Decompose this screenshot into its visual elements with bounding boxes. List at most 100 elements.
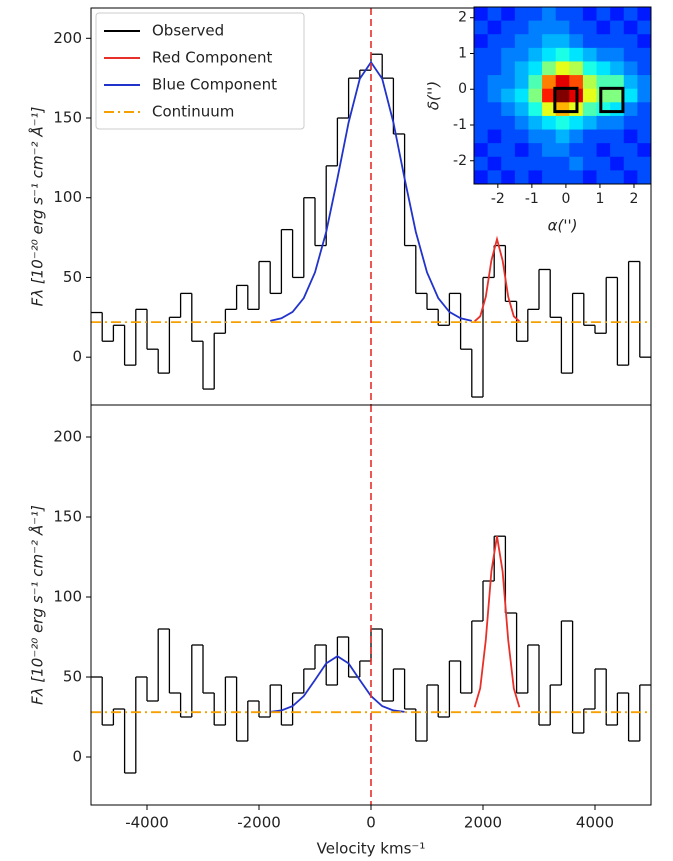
heatmap-cell xyxy=(514,115,529,131)
y-axis-label: Fλ [10⁻²⁰ erg s⁻¹ cm⁻² Å⁻¹] xyxy=(28,106,47,306)
heatmap-cell xyxy=(637,88,652,103)
y-tick-label: -1 xyxy=(453,117,467,133)
heatmap-cell xyxy=(596,156,611,171)
heatmap-cell xyxy=(582,75,598,90)
heatmap-cell xyxy=(487,75,502,90)
heatmap-cell xyxy=(528,34,543,49)
heatmap-cell xyxy=(582,34,598,49)
y-tick-label: 200 xyxy=(53,428,82,446)
heatmap-cell xyxy=(610,170,625,185)
heatmap-cell xyxy=(596,20,611,35)
heatmap-cell xyxy=(623,7,638,22)
heatmap-cell xyxy=(474,129,489,144)
heatmap-cell xyxy=(542,7,557,22)
heatmap-cell xyxy=(514,61,529,76)
heatmap-cell xyxy=(474,75,489,90)
y-tick-label: 150 xyxy=(53,508,82,526)
heatmap-cell xyxy=(637,129,652,144)
legend-label: Red Component xyxy=(152,49,272,67)
heatmap-cell xyxy=(542,170,557,185)
heatmap-cell xyxy=(542,143,557,158)
heatmap-cell xyxy=(514,170,529,185)
heatmap-cell xyxy=(487,115,502,131)
heatmap-cell xyxy=(501,20,516,35)
y-tick-label: 150 xyxy=(53,109,82,127)
plot-area xyxy=(91,8,651,405)
legend-box xyxy=(95,12,305,130)
series-line xyxy=(474,235,520,322)
x-tick-label: -1 xyxy=(525,191,539,207)
heatmap-cell xyxy=(542,102,557,117)
heatmap-cell xyxy=(623,34,638,49)
heatmap-cell xyxy=(569,47,584,62)
heatmap-cell xyxy=(501,170,516,185)
heatmap-cell xyxy=(555,170,570,185)
heatmap-cell xyxy=(528,20,543,35)
heatmap-cell xyxy=(582,115,598,131)
heatmap-cell xyxy=(555,47,570,62)
heatmap-cell xyxy=(569,156,584,171)
heatmap-cell xyxy=(542,75,557,90)
aperture-box xyxy=(553,86,579,114)
heatmap-cell xyxy=(596,102,611,117)
heatmap-cell xyxy=(569,129,584,144)
heatmap-cell xyxy=(487,7,502,22)
heatmap-cell xyxy=(501,102,516,117)
heatmap-cell xyxy=(474,143,489,158)
heatmap-cell xyxy=(542,88,557,103)
heatmap-cell xyxy=(555,20,570,35)
heatmap-cell xyxy=(487,47,502,62)
heatmap-cell xyxy=(582,88,598,103)
series-line xyxy=(270,655,405,713)
heatmap-cell xyxy=(555,88,570,103)
heatmap-cell xyxy=(474,61,489,76)
heatmap-cell xyxy=(610,20,625,35)
x-tick-label: 2000 xyxy=(464,814,502,832)
heatmap-cell xyxy=(623,61,638,76)
y-axis-label: Fλ [10⁻²⁰ erg s⁻¹ cm⁻² Å⁻¹] xyxy=(28,505,47,705)
heatmap-cell xyxy=(501,115,516,131)
heatmap-cell xyxy=(514,156,529,171)
heatmap-cell xyxy=(514,102,529,117)
heatmap-cell xyxy=(528,47,543,62)
y-tick-label: 50 xyxy=(63,268,82,286)
heatmap-cell xyxy=(596,34,611,49)
heatmap-cell xyxy=(501,34,516,49)
heatmap-cell xyxy=(501,61,516,76)
heatmap-cell xyxy=(610,34,625,49)
heatmap-cell xyxy=(637,156,652,171)
heatmap-cell xyxy=(514,88,529,103)
heatmap-cell xyxy=(555,115,570,131)
heatmap-cell xyxy=(514,7,529,22)
legend-label: Blue Component xyxy=(152,76,277,94)
heatmap-cell xyxy=(637,170,652,185)
heatmap-cell xyxy=(610,143,625,158)
axes-frame xyxy=(90,404,652,806)
heatmap-cell xyxy=(501,129,516,144)
heatmap-cell xyxy=(637,143,652,158)
heatmap-cell xyxy=(555,75,570,90)
heatmap-cell xyxy=(637,7,652,22)
heatmap-cell xyxy=(542,20,557,35)
heatmap-cell xyxy=(582,170,598,185)
heatmap-cell xyxy=(623,88,638,103)
heatmap-cell xyxy=(528,156,543,171)
heatmap-cell xyxy=(582,7,598,22)
heatmap-cell xyxy=(487,129,502,144)
heatmap-cell xyxy=(596,129,611,144)
y-tick-label: 100 xyxy=(53,588,82,606)
heatmap-cell xyxy=(637,61,652,76)
legend-label: Observed xyxy=(152,22,224,40)
heatmap-cell xyxy=(474,7,489,22)
x-axis-label: Velocity kms⁻¹ xyxy=(317,840,426,858)
heatmap-cell xyxy=(487,34,502,49)
y-tick-label: 200 xyxy=(53,29,82,47)
x-tick-label: 0 xyxy=(561,191,570,207)
heatmap-cell xyxy=(637,75,652,90)
heatmap-cell xyxy=(569,75,584,90)
heatmap-cell xyxy=(555,102,570,117)
heatmap-cell xyxy=(569,34,584,49)
heatmap-cell xyxy=(528,61,543,76)
heatmap-cell xyxy=(542,61,557,76)
